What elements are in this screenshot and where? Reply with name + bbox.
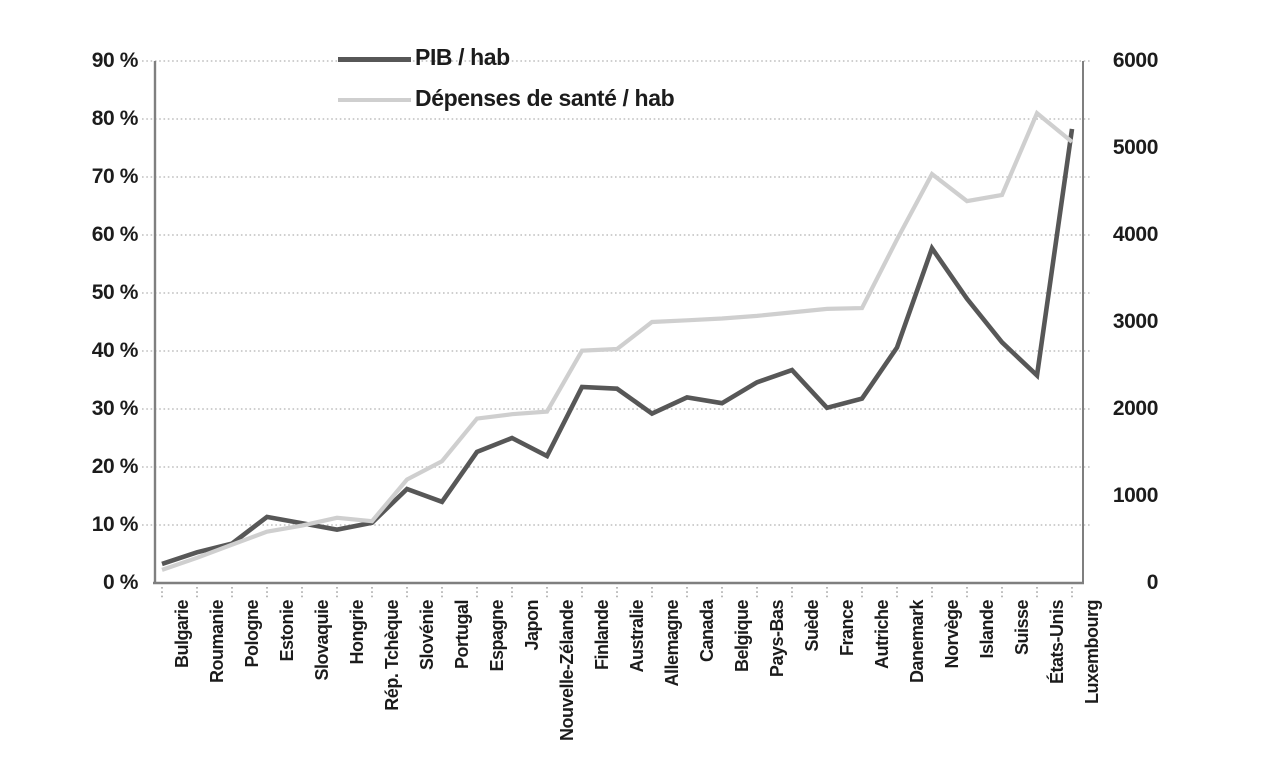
right-axis-tick-label: 4000 — [1112, 223, 1159, 246]
category-label: Estonie — [277, 600, 297, 662]
left-axis-tick-label: 90 % — [91, 49, 139, 72]
legend-label-sante: Dépenses de santé / hab — [415, 85, 675, 111]
category-label: Suède — [802, 600, 822, 652]
sante-line-swatch — [338, 98, 411, 102]
category-label: Portugal — [452, 600, 472, 670]
left-axis-tick-label: 0 % — [103, 571, 138, 594]
category-label: Pays-Bas — [767, 600, 787, 678]
pib-line-swatch — [338, 57, 411, 62]
left-axis-tick-label: 40 % — [91, 339, 139, 362]
category-label: Japon — [522, 600, 542, 651]
right-axis-tick-label: 5000 — [1112, 136, 1159, 159]
category-label: Slovaquie — [312, 600, 332, 681]
category-label: Suisse — [1012, 600, 1032, 656]
category-label: Autriche — [872, 600, 892, 670]
category-label: Canada — [697, 600, 717, 663]
category-label: États-Unis — [1047, 600, 1067, 685]
category-label: Belgique — [732, 600, 752, 673]
category-label: Espagne — [487, 600, 507, 672]
legend-label-pib: PIB / hab — [415, 44, 510, 70]
category-label: Rép. Tchèque — [382, 600, 402, 711]
left-axis-tick-label: 10 % — [91, 513, 139, 536]
left-axis-tick-label: 50 % — [91, 281, 139, 304]
category-label: Nouvelle-Zélande — [557, 600, 577, 742]
series-pib-line — [161, 128, 1075, 567]
category-label: Finlande — [592, 600, 612, 671]
left-axis-tick-label: 80 % — [91, 107, 139, 130]
category-label: Roumanie — [207, 600, 227, 684]
category-label: Slovénie — [417, 600, 437, 671]
right-axis-tick-label: 2000 — [1112, 397, 1159, 420]
left-axis-tick-label: 30 % — [91, 397, 139, 420]
plot-area — [142, 60, 1091, 599]
series-sante-line — [161, 109, 1074, 572]
category-label: Danemark — [907, 600, 927, 684]
category-label: France — [837, 600, 857, 657]
category-label: Bulgarie — [172, 600, 192, 669]
category-label: Luxembourg — [1082, 600, 1102, 705]
category-label: Islande — [977, 600, 997, 659]
category-label: Australie — [627, 600, 647, 673]
right-axis-tick-label: 6000 — [1112, 49, 1159, 72]
category-label: Pologne — [242, 600, 262, 668]
category-label: Hongrie — [347, 600, 367, 665]
left-axis-tick-label: 70 % — [91, 165, 139, 188]
category-label: Norvège — [942, 600, 962, 669]
right-axis-tick-label: 3000 — [1112, 310, 1159, 333]
category-label: Allemagne — [662, 600, 682, 687]
right-axis-tick-label: 1000 — [1112, 484, 1159, 507]
left-axis-tick-label: 20 % — [91, 455, 139, 478]
right-axis-tick-label: 0 — [1146, 571, 1159, 594]
left-axis-tick-label: 60 % — [91, 223, 139, 246]
